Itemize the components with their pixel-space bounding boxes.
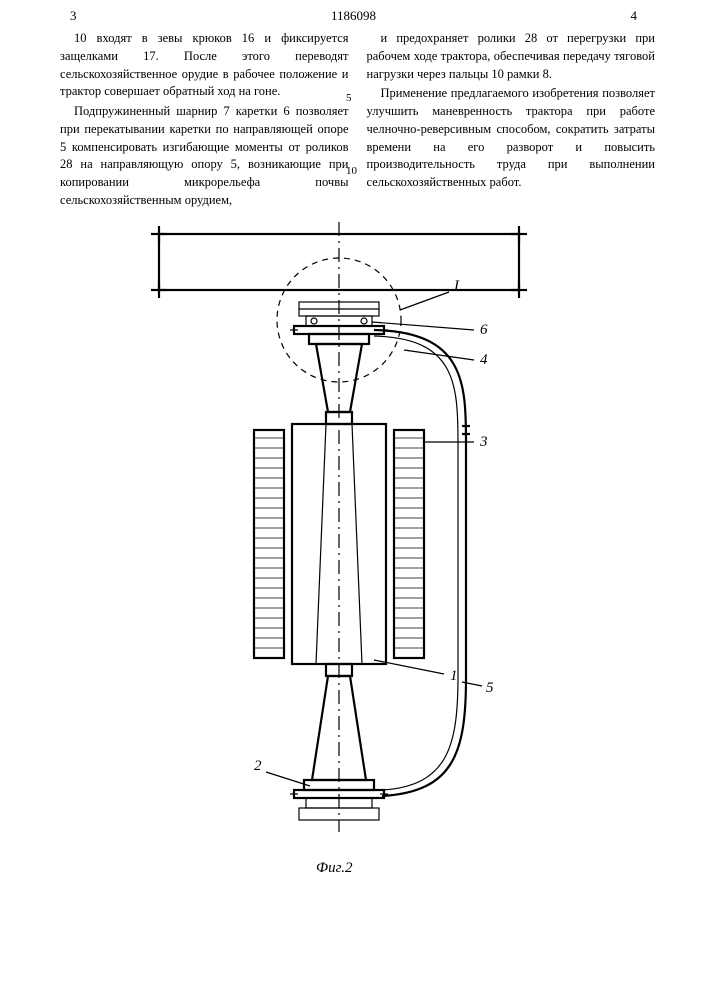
right-column: и предохраняет ролики 28 от перегрузки п… <box>367 30 656 212</box>
callout-3: 3 <box>479 434 488 450</box>
left-column: 10 входят в зевы крюков 16 и фиксируется… <box>60 30 349 212</box>
callout-1: 1 <box>450 668 458 684</box>
figure-2: I 6 4 3 1 5 2 Фиг.2 <box>0 212 707 932</box>
doc-number: 1186098 <box>0 8 707 24</box>
left-p2: Подпружиненный шарнир 7 каретки 6 позвол… <box>60 103 349 210</box>
right-p1: и предохраняет ролики 28 от перегрузки п… <box>367 30 656 83</box>
callout-6: 6 <box>480 322 488 338</box>
callout-I: I <box>453 278 460 294</box>
text-body: 10 входят в зевы крюков 16 и фиксируется… <box>0 24 707 212</box>
left-p1: 10 входят в зевы крюков 16 и фиксируется… <box>60 30 349 101</box>
callout-5: 5 <box>486 680 494 696</box>
diagram-svg: I 6 4 3 1 5 2 Фиг.2 <box>94 212 614 932</box>
line-marker-5: 5 <box>346 92 352 104</box>
line-marker-10: 10 <box>346 165 357 177</box>
callout-2: 2 <box>254 758 262 774</box>
figure-caption: Фиг.2 <box>316 860 353 876</box>
right-p2: Применение предлагаемого изобретения поз… <box>367 85 656 192</box>
callout-4: 4 <box>480 352 488 368</box>
